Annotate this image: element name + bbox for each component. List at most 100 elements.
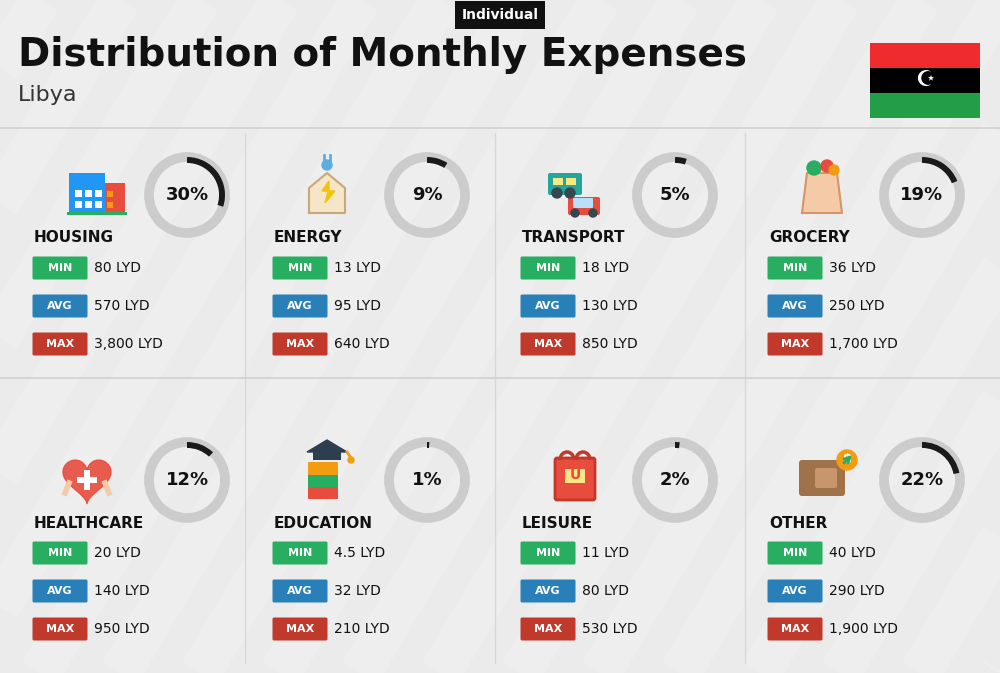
FancyBboxPatch shape [107, 191, 113, 197]
Text: MIN: MIN [536, 263, 560, 273]
Text: HEALTHCARE: HEALTHCARE [34, 516, 144, 530]
FancyBboxPatch shape [77, 477, 97, 483]
Text: ☪: ☪ [915, 71, 935, 90]
Text: TRANSPORT: TRANSPORT [522, 230, 626, 246]
Wedge shape [922, 442, 959, 474]
Text: 80 LYD: 80 LYD [582, 584, 629, 598]
FancyBboxPatch shape [520, 295, 576, 318]
FancyBboxPatch shape [870, 93, 980, 118]
Wedge shape [187, 157, 225, 207]
Text: 9%: 9% [412, 186, 442, 204]
FancyBboxPatch shape [75, 201, 82, 208]
Text: AVG: AVG [47, 586, 73, 596]
FancyBboxPatch shape [32, 256, 88, 279]
Text: $: $ [843, 454, 851, 466]
Text: 1,900 LYD: 1,900 LYD [829, 622, 898, 636]
Text: HOUSING: HOUSING [34, 230, 114, 246]
FancyBboxPatch shape [272, 332, 328, 355]
FancyBboxPatch shape [272, 579, 328, 602]
FancyBboxPatch shape [107, 202, 113, 208]
Polygon shape [307, 440, 347, 452]
Circle shape [571, 209, 579, 217]
Text: 5%: 5% [660, 186, 690, 204]
FancyBboxPatch shape [32, 618, 88, 641]
Wedge shape [187, 442, 213, 457]
Text: MAX: MAX [781, 339, 809, 349]
Text: MAX: MAX [534, 624, 562, 634]
FancyBboxPatch shape [313, 452, 341, 460]
FancyBboxPatch shape [799, 460, 845, 496]
Text: 95 LYD: 95 LYD [334, 299, 381, 313]
Text: 290 LYD: 290 LYD [829, 584, 885, 598]
FancyBboxPatch shape [520, 542, 576, 565]
Text: U: U [569, 468, 581, 482]
FancyBboxPatch shape [84, 470, 90, 490]
Circle shape [821, 160, 833, 172]
Text: AVG: AVG [287, 586, 313, 596]
Text: AVG: AVG [287, 301, 313, 311]
Text: 80 LYD: 80 LYD [94, 261, 141, 275]
FancyBboxPatch shape [308, 486, 338, 499]
Text: 13 LYD: 13 LYD [334, 261, 381, 275]
Wedge shape [675, 157, 687, 164]
Text: MAX: MAX [46, 624, 74, 634]
Polygon shape [63, 460, 111, 503]
Text: 11 LYD: 11 LYD [582, 546, 629, 560]
Text: 4.5 LYD: 4.5 LYD [334, 546, 385, 560]
Text: MAX: MAX [46, 339, 74, 349]
Text: 210 LYD: 210 LYD [334, 622, 390, 636]
FancyBboxPatch shape [768, 332, 822, 355]
Text: 40 LYD: 40 LYD [829, 546, 876, 560]
Text: 22%: 22% [900, 471, 944, 489]
FancyBboxPatch shape [67, 212, 127, 215]
Text: 36 LYD: 36 LYD [829, 261, 876, 275]
Text: MIN: MIN [288, 263, 312, 273]
Text: LEISURE: LEISURE [522, 516, 593, 530]
Text: 3,800 LYD: 3,800 LYD [94, 337, 163, 351]
Text: 2%: 2% [660, 471, 690, 489]
Circle shape [552, 188, 562, 198]
FancyBboxPatch shape [520, 256, 576, 279]
FancyBboxPatch shape [308, 462, 338, 475]
Text: MIN: MIN [536, 548, 560, 558]
FancyBboxPatch shape [32, 579, 88, 602]
Text: AVG: AVG [535, 301, 561, 311]
FancyBboxPatch shape [32, 542, 88, 565]
Text: 1%: 1% [412, 471, 442, 489]
Text: 30%: 30% [165, 186, 209, 204]
FancyBboxPatch shape [555, 458, 595, 500]
Circle shape [829, 165, 839, 175]
Text: AVG: AVG [782, 586, 808, 596]
Text: Libya: Libya [18, 85, 78, 105]
Text: MAX: MAX [534, 339, 562, 349]
Circle shape [807, 161, 821, 175]
Text: MIN: MIN [783, 548, 807, 558]
FancyBboxPatch shape [95, 190, 102, 197]
Text: 570 LYD: 570 LYD [94, 299, 150, 313]
Text: AVG: AVG [535, 586, 561, 596]
FancyBboxPatch shape [553, 178, 563, 185]
FancyBboxPatch shape [272, 618, 328, 641]
Text: 850 LYD: 850 LYD [582, 337, 638, 351]
FancyBboxPatch shape [32, 295, 88, 318]
Text: OTHER: OTHER [769, 516, 827, 530]
FancyBboxPatch shape [105, 183, 125, 213]
Wedge shape [922, 157, 957, 183]
Text: 18 LYD: 18 LYD [582, 261, 629, 275]
FancyBboxPatch shape [85, 201, 92, 208]
Text: EDUCATION: EDUCATION [274, 516, 373, 530]
FancyBboxPatch shape [815, 468, 837, 488]
Text: 950 LYD: 950 LYD [94, 622, 150, 636]
FancyBboxPatch shape [870, 68, 980, 93]
Text: 32 LYD: 32 LYD [334, 584, 381, 598]
Text: 1,700 LYD: 1,700 LYD [829, 337, 898, 351]
Text: AVG: AVG [47, 301, 73, 311]
FancyBboxPatch shape [69, 173, 105, 213]
Wedge shape [427, 442, 429, 448]
FancyBboxPatch shape [272, 542, 328, 565]
Text: MAX: MAX [286, 339, 314, 349]
Text: 140 LYD: 140 LYD [94, 584, 150, 598]
Text: MIN: MIN [288, 548, 312, 558]
Circle shape [589, 209, 597, 217]
Wedge shape [675, 442, 680, 448]
